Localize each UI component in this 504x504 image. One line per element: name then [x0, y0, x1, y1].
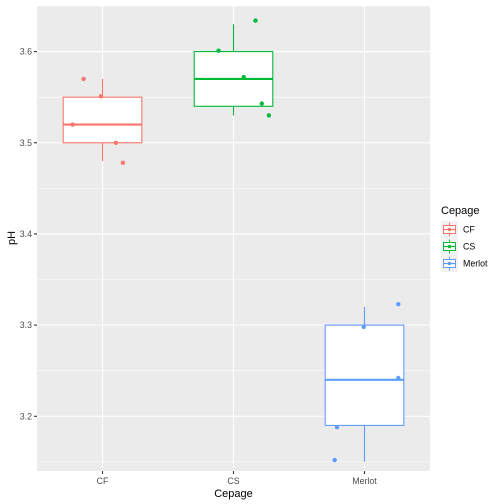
data-point-merlot	[334, 425, 340, 430]
data-point-cs	[266, 113, 272, 118]
legend-label: Merlot	[463, 259, 488, 269]
data-point-merlot	[396, 301, 401, 307]
box-merlot	[324, 306, 405, 462]
legend-label: CS	[463, 242, 475, 252]
data-point-merlot	[396, 375, 401, 381]
x-axis-title: Cepage	[214, 488, 253, 500]
data-point-cs	[216, 48, 221, 53]
data-point-merlot	[332, 457, 337, 463]
x-tick-label: CS	[227, 476, 239, 486]
data-point-cf	[113, 140, 119, 145]
data-point-cf	[70, 122, 75, 127]
legend-key-point	[447, 227, 452, 232]
y-tick-label: 3.6	[20, 47, 32, 57]
legend-key-merlot: Merlot	[441, 255, 488, 272]
box-iqr	[324, 324, 405, 426]
y-tick-label: 3.4	[20, 229, 32, 239]
data-point-cf	[120, 160, 126, 166]
legend-key-cf: CF	[441, 221, 475, 238]
data-point-cs	[259, 101, 264, 106]
legend-title: Cepage	[441, 205, 480, 217]
y-tick-label: 3.3	[20, 320, 32, 330]
x-tick-label: CF	[97, 476, 109, 486]
legend-key-point	[447, 244, 452, 249]
legend-label: CF	[463, 225, 475, 235]
box-iqr	[62, 96, 143, 144]
x-tick-label: Merlot	[352, 476, 377, 486]
y-axis-ticks: 3.2 3.3 3.4 3.5 3.6	[20, 47, 37, 421]
x-axis-ticks: CF CS Merlot	[97, 471, 377, 486]
data-point-merlot	[361, 324, 366, 330]
data-point-cf	[81, 76, 86, 82]
y-tick-label: 3.5	[20, 138, 32, 148]
legend: Cepage CF CS Merlot	[441, 205, 488, 272]
legend-key-point	[447, 261, 452, 266]
data-point-cs	[253, 18, 258, 23]
legend-key-cs: CS	[441, 238, 475, 255]
data-point-cf	[98, 94, 104, 99]
box-cs	[193, 24, 274, 116]
y-tick-label: 3.2	[20, 411, 32, 421]
points-layer	[70, 18, 401, 463]
data-point-cs	[241, 74, 246, 80]
y-axis-title: pH	[6, 231, 18, 245]
